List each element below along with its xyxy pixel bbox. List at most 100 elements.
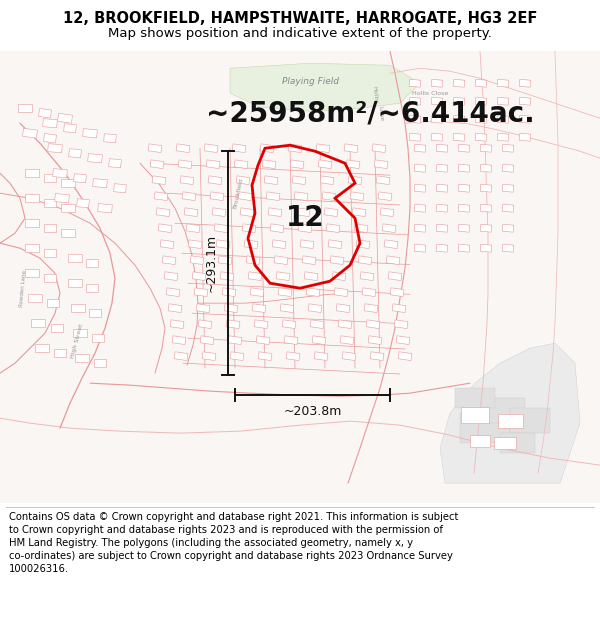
Polygon shape [200, 336, 214, 344]
Polygon shape [431, 98, 443, 105]
Polygon shape [160, 240, 174, 249]
Polygon shape [282, 320, 296, 329]
Polygon shape [453, 98, 465, 105]
Polygon shape [170, 320, 184, 329]
Polygon shape [414, 244, 426, 252]
Polygon shape [453, 115, 465, 123]
Polygon shape [184, 208, 198, 217]
Polygon shape [440, 343, 580, 483]
Polygon shape [286, 352, 300, 361]
Polygon shape [220, 272, 234, 281]
Polygon shape [356, 240, 370, 249]
Polygon shape [250, 288, 264, 296]
Polygon shape [346, 160, 360, 169]
Polygon shape [366, 320, 380, 329]
Polygon shape [458, 244, 470, 252]
Polygon shape [308, 304, 322, 312]
Polygon shape [497, 79, 509, 88]
Polygon shape [53, 169, 67, 177]
Bar [480, 398, 525, 423]
Polygon shape [83, 129, 97, 138]
Polygon shape [226, 320, 240, 329]
Polygon shape [398, 352, 412, 361]
Polygon shape [25, 219, 39, 228]
Polygon shape [316, 144, 330, 152]
Polygon shape [326, 224, 340, 232]
Bar [455, 388, 495, 408]
Text: Hollin: Hollin [372, 86, 378, 104]
Polygon shape [431, 133, 443, 141]
Polygon shape [374, 160, 388, 169]
Polygon shape [480, 244, 492, 252]
Polygon shape [502, 184, 514, 192]
Polygon shape [274, 256, 288, 264]
Polygon shape [436, 164, 448, 172]
Polygon shape [44, 224, 56, 232]
Polygon shape [18, 104, 32, 112]
Polygon shape [288, 144, 302, 152]
Polygon shape [246, 256, 260, 264]
Polygon shape [228, 336, 242, 344]
Polygon shape [436, 224, 448, 232]
Polygon shape [74, 174, 86, 182]
Text: Lane: Lane [378, 106, 384, 121]
Polygon shape [188, 240, 202, 249]
Polygon shape [94, 359, 106, 367]
Polygon shape [344, 144, 358, 152]
Polygon shape [77, 199, 89, 208]
Polygon shape [370, 352, 384, 361]
Polygon shape [296, 208, 310, 217]
Polygon shape [150, 160, 164, 169]
Polygon shape [152, 176, 166, 184]
Polygon shape [158, 224, 172, 232]
Polygon shape [61, 179, 75, 188]
Text: Contains OS data © Crown copyright and database right 2021. This information is : Contains OS data © Crown copyright and d… [9, 512, 458, 574]
Polygon shape [176, 144, 190, 152]
Polygon shape [86, 259, 98, 268]
Polygon shape [354, 224, 368, 232]
Polygon shape [292, 176, 306, 184]
Polygon shape [458, 224, 470, 232]
Text: Playing Field: Playing Field [281, 77, 338, 86]
Polygon shape [458, 144, 470, 152]
Polygon shape [216, 240, 230, 249]
Polygon shape [497, 98, 509, 105]
Polygon shape [497, 115, 509, 123]
Polygon shape [278, 288, 292, 296]
Text: Hollis Close: Hollis Close [412, 91, 448, 96]
Polygon shape [196, 304, 210, 312]
Polygon shape [212, 208, 226, 217]
Polygon shape [61, 204, 75, 212]
Polygon shape [318, 160, 332, 169]
Polygon shape [414, 164, 426, 172]
Polygon shape [294, 192, 308, 201]
Polygon shape [276, 272, 290, 281]
Polygon shape [368, 336, 382, 344]
Polygon shape [202, 352, 216, 361]
Polygon shape [348, 176, 362, 184]
Text: ~203.8m: ~203.8m [283, 405, 341, 418]
Polygon shape [310, 320, 324, 329]
Polygon shape [206, 160, 220, 169]
Polygon shape [360, 272, 374, 281]
Polygon shape [238, 192, 252, 201]
Polygon shape [232, 144, 246, 152]
Polygon shape [104, 134, 116, 142]
Text: 12: 12 [286, 204, 325, 232]
Polygon shape [328, 240, 342, 249]
Polygon shape [38, 109, 52, 118]
Polygon shape [86, 284, 98, 292]
Polygon shape [44, 274, 56, 282]
Polygon shape [304, 272, 318, 281]
Polygon shape [364, 304, 378, 312]
Text: High Street: High Street [70, 323, 84, 359]
Polygon shape [458, 164, 470, 172]
Polygon shape [332, 272, 346, 281]
Polygon shape [392, 304, 406, 312]
Polygon shape [47, 144, 62, 153]
Polygon shape [75, 354, 89, 362]
Polygon shape [480, 224, 492, 232]
Polygon shape [298, 224, 312, 232]
Polygon shape [480, 204, 492, 212]
Polygon shape [61, 229, 75, 238]
